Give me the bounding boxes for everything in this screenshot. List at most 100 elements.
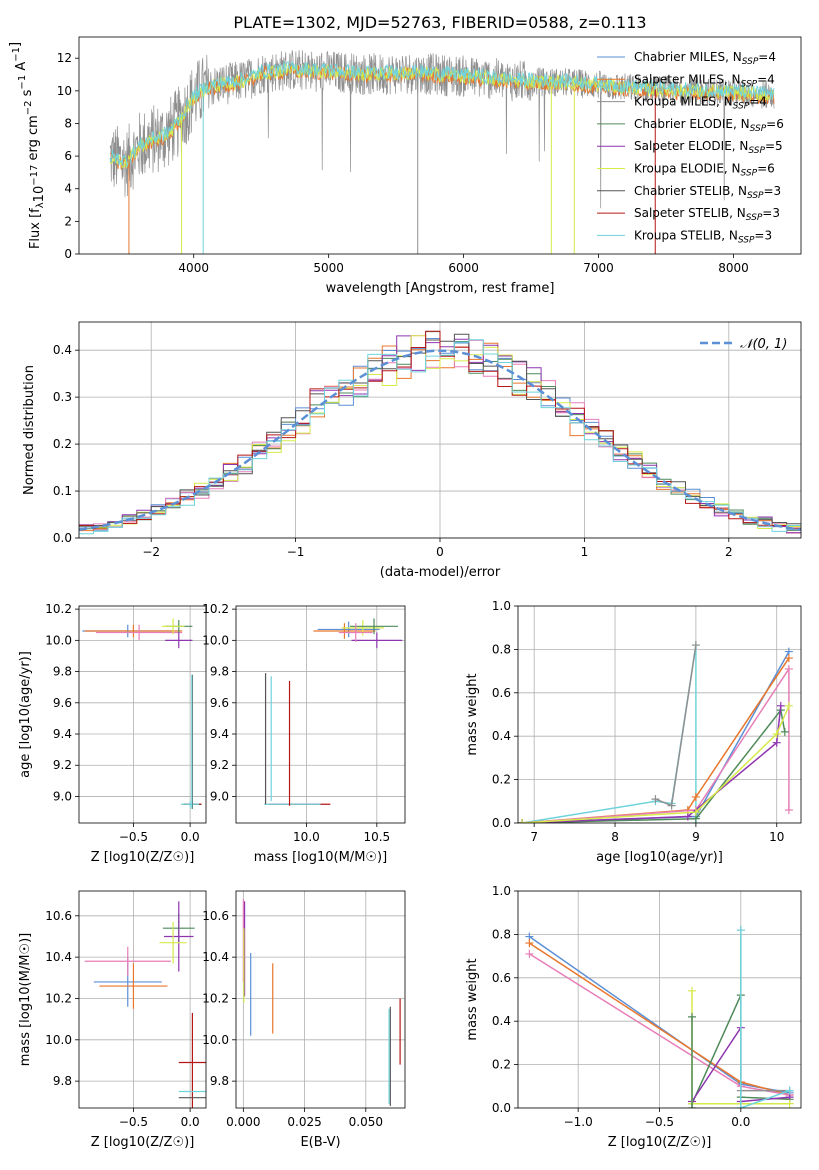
y-axis-label: age [log10(age/yr)]	[18, 651, 33, 778]
x-axis-label: wavelength [Angstrom, rest frame]	[326, 281, 555, 296]
legend-label: Salpeter STELIB, NSSP=3	[634, 206, 780, 223]
x-tick-label: 7000	[583, 261, 614, 275]
x-axis-label: E(B-V)	[300, 1135, 340, 1150]
legend-label: Chabrier STELIB, NSSP=3	[634, 184, 781, 201]
plus-marker	[772, 730, 781, 739]
y-axis-label-part: −2	[23, 100, 34, 115]
y-tick-label: 0.8	[492, 642, 511, 656]
plot-area	[109, 50, 775, 254]
plot-area	[79, 606, 206, 823]
x-tick-label: −0.5	[119, 830, 148, 844]
plot-area	[518, 606, 801, 823]
x-tick-label: −1	[287, 545, 305, 559]
y-tick-label: 9.4	[53, 727, 72, 741]
y-tick-label: 0.3	[53, 390, 72, 404]
legend-label-sub: SSP	[733, 102, 750, 112]
y-tick-label: 9.2	[53, 758, 72, 772]
x-tick-label: −2	[142, 545, 160, 559]
axes-frame	[517, 605, 802, 824]
y-tick-label: 0.6	[492, 971, 511, 985]
legend-label-tail: =6	[766, 117, 784, 131]
x-tick-label: 0.0	[181, 1115, 200, 1129]
x-tick-label: −0.5	[119, 1115, 148, 1129]
mass-weight-line	[521, 644, 697, 823]
legend-label: Kroupa MILES, NSSP=4	[634, 95, 767, 112]
y-tick-label: 9.4	[210, 727, 229, 741]
legend-label-text: Kroupa MILES, N	[634, 95, 733, 109]
legend-label-sub: SSP	[748, 146, 765, 156]
spectrum-model-line	[109, 60, 775, 168]
y-tick-label: 8	[64, 116, 72, 130]
legend-label: Chabrier ELODIE, NSSP=6	[634, 117, 784, 134]
x-tick-label: 0	[436, 545, 444, 559]
y-tick-label: 6	[64, 149, 72, 163]
legend-label-sub: SSP	[747, 191, 764, 201]
legend-label-sub: SSP	[746, 213, 763, 223]
legend-label-sub: SSP	[738, 235, 755, 245]
plot-area	[236, 606, 405, 823]
x-tick-label: −1.0	[564, 1115, 593, 1129]
plus-marker	[518, 819, 527, 823]
legend-label-sub: SSP	[750, 124, 767, 134]
panel-mass-weight-vs-age: 7 8 9 10 0.0 0.2 0.4 0.6 0.8 1.0 age [log10(age/yr…	[465, 599, 802, 865]
y-tick-label: 0.0	[53, 531, 72, 545]
legend-label-text: Salpeter ELODIE, N	[634, 139, 748, 153]
y-tick-label: 10.2	[45, 991, 72, 1005]
y-axis-label: mass [log10(M/M☉)]	[18, 933, 33, 1066]
plus-marker	[785, 1099, 794, 1108]
y-tick-label: 10.2	[202, 991, 229, 1005]
y-tick-label: 10.0	[202, 1033, 229, 1047]
y-tick-label: 1.0	[492, 884, 511, 898]
plus-marker	[525, 939, 534, 948]
plus-marker	[683, 812, 692, 821]
y-tick-label: 10.0	[45, 1033, 72, 1047]
axes-frame	[78, 36, 802, 255]
x-tick-label: 9	[692, 830, 700, 844]
plus-marker	[688, 1104, 697, 1108]
y-tick-label: 2	[64, 214, 72, 228]
y-axis-label-part: erg cm	[26, 115, 41, 164]
x-tick-label: 10.0	[293, 830, 320, 844]
panel-mass-vs-EBV: 0.000 0.025 0.050 9.8 10.0 10.2 10.4 10.6 E(B-V)	[202, 890, 406, 1150]
legend-label-text: Salpeter STELIB, N	[634, 206, 746, 220]
plus-marker	[691, 808, 700, 817]
plot-area	[236, 891, 405, 1108]
figure-title: PLATE=1302, MJD=52763, FIBERID=0588, z=0…	[233, 13, 646, 32]
mass-weight-line	[521, 705, 782, 823]
y-tick-label: 10.0	[45, 633, 72, 647]
y-tick-label: 9.0	[210, 789, 229, 803]
plus-marker	[691, 792, 700, 801]
y-tick-label: 9.8	[210, 1074, 229, 1088]
plot-area	[79, 891, 206, 1108]
y-tick-label: 0.2	[53, 437, 72, 451]
legend-label: 𝒩(0, 1)	[740, 337, 787, 352]
y-tick-label: 0.1	[53, 484, 72, 498]
y-tick-label: 0.2	[492, 1058, 511, 1072]
x-tick-label: 10.5	[363, 830, 390, 844]
legend-label: Chabrier MILES, NSSP=4	[634, 50, 776, 67]
mass-weight-line	[521, 705, 790, 823]
axes-frame	[517, 890, 802, 1109]
x-tick-label: −0.5	[645, 1115, 674, 1129]
legend-label-text: Kroupa STELIB, N	[634, 228, 738, 242]
y-tick-label: 0.8	[492, 927, 511, 941]
plus-marker	[525, 949, 534, 958]
plus-marker	[776, 701, 785, 710]
legend-label-text: Chabrier MILES, N	[634, 50, 742, 64]
legend-label-text: Kroupa ELODIE, N	[634, 162, 741, 176]
panel-mass-weight-vs-Z: −1.0 −0.5 0.0 0.0 0.2 0.4 0.6 0.8 1.0 Z [log10(Z/…	[465, 884, 802, 1150]
y-tick-label: 0.4	[53, 343, 72, 357]
legend-label-sub: SSP	[741, 169, 758, 179]
x-tick-label: 7	[530, 830, 538, 844]
legend-label-tail: =3	[754, 228, 772, 242]
x-tick-label: 6000	[448, 261, 479, 275]
legend-label-text: Chabrier ELODIE, N	[634, 117, 750, 131]
panel-spectrum: 4000 5000 6000 7000 8000 0 2 4 6 8 10 12 wavelength …	[8, 36, 802, 296]
legend-label-sub: SSP	[742, 57, 759, 67]
plus-marker	[784, 805, 793, 814]
y-axis-label-part: 10	[32, 186, 47, 203]
y-tick-label: 10.2	[45, 602, 72, 616]
legend-label-tail: =4	[758, 50, 776, 64]
x-axis-label: age [log10(age/yr)]	[596, 850, 723, 865]
